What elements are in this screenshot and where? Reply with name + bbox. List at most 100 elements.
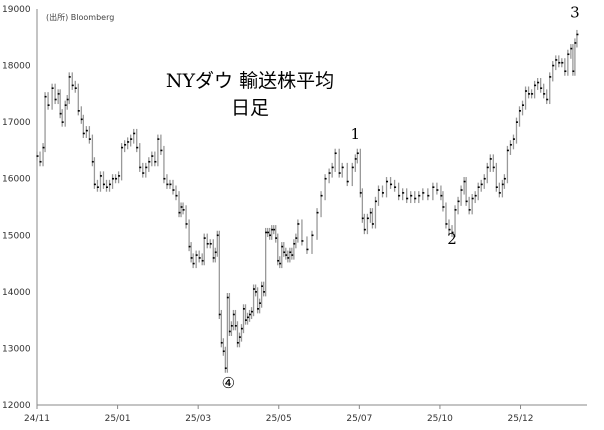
close-tick <box>80 118 83 121</box>
close-tick <box>371 223 374 225</box>
close-tick <box>136 146 139 149</box>
close-tick <box>457 200 460 203</box>
close-tick <box>148 160 151 163</box>
close-tick <box>422 192 425 194</box>
close-tick <box>427 194 430 197</box>
close-tick <box>301 240 304 242</box>
x-tick-label: 25/05 <box>266 414 292 424</box>
close-tick <box>519 110 522 112</box>
close-tick <box>567 53 570 56</box>
close-tick <box>574 42 577 44</box>
x-tick-label: 25/10 <box>427 414 453 424</box>
close-tick <box>160 149 163 152</box>
wave-annotations: 1 2 3 ④ <box>222 3 580 392</box>
close-tick <box>243 308 246 310</box>
chart-subtitle: 日足 <box>230 97 269 119</box>
close-tick <box>297 223 300 225</box>
close-tick <box>311 234 314 237</box>
close-tick <box>238 336 241 338</box>
close-tick <box>93 183 96 186</box>
close-tick <box>47 104 50 106</box>
close-tick <box>503 177 506 180</box>
wave-label: ④ <box>222 374 235 392</box>
close-tick <box>259 302 262 304</box>
close-tick <box>483 177 486 180</box>
close-tick <box>182 209 185 211</box>
close-tick <box>572 70 575 73</box>
close-tick <box>546 98 549 101</box>
y-tick-label: 19000 <box>2 5 31 15</box>
close-tick <box>59 112 62 115</box>
close-tick <box>172 189 175 191</box>
close-tick <box>543 93 546 95</box>
close-tick <box>374 200 377 203</box>
close-tick <box>552 64 555 67</box>
close-tick <box>576 33 579 36</box>
close-tick <box>142 172 145 174</box>
close-tick <box>121 146 124 149</box>
close-tick <box>522 104 525 106</box>
close-tick <box>253 288 256 290</box>
close-tick <box>133 132 136 135</box>
close-tick <box>109 183 112 186</box>
close-tick <box>51 87 54 89</box>
wave-label: 3 <box>570 3 580 21</box>
close-tick <box>178 211 181 214</box>
y-tick-label: 14000 <box>2 288 31 298</box>
close-tick <box>198 257 201 259</box>
close-tick <box>445 223 448 225</box>
close-tick <box>232 313 235 316</box>
close-tick <box>283 251 286 254</box>
close-tick <box>402 192 405 194</box>
y-tick-label: 16000 <box>2 175 31 185</box>
y-tick-label: 15000 <box>2 231 31 241</box>
close-tick <box>74 87 77 89</box>
y-tick-label: 18000 <box>2 62 31 72</box>
close-tick <box>163 177 166 180</box>
close-tick <box>366 217 369 220</box>
close-tick <box>188 245 191 248</box>
close-tick <box>145 166 148 169</box>
close-tick <box>386 180 389 183</box>
close-tick <box>324 177 327 180</box>
close-tick <box>154 160 157 163</box>
close-tick <box>351 166 354 169</box>
close-tick <box>528 93 531 95</box>
close-tick <box>525 90 528 92</box>
close-tick <box>361 217 364 220</box>
close-tick <box>234 325 237 327</box>
chart-title: NYダウ 輸送株平均 <box>165 70 335 92</box>
wave-label: 1 <box>351 125 361 143</box>
close-tick <box>247 316 250 319</box>
close-tick <box>359 192 362 194</box>
close-tick <box>192 262 195 265</box>
x-tick-label: 25/07 <box>346 414 372 424</box>
close-tick <box>477 186 480 188</box>
close-tick <box>261 285 264 287</box>
close-tick <box>561 61 564 64</box>
close-tick <box>42 146 45 149</box>
close-tick <box>195 254 198 256</box>
x-tick-label: 25/03 <box>185 414 211 424</box>
close-tick <box>489 158 492 160</box>
close-tick <box>106 186 109 188</box>
close-tick <box>549 76 552 78</box>
close-tick <box>501 183 504 186</box>
close-tick <box>255 291 258 293</box>
close-tick <box>44 95 47 98</box>
close-tick <box>212 257 215 259</box>
close-tick <box>214 251 217 254</box>
close-tick <box>320 194 323 197</box>
close-tick <box>151 155 154 157</box>
close-tick <box>230 325 233 327</box>
close-tick <box>190 257 193 259</box>
close-tick <box>68 76 71 78</box>
close-tick <box>88 138 91 140</box>
close-tick <box>224 367 227 370</box>
y-tick-label: 13000 <box>2 344 31 354</box>
close-tick <box>185 223 188 225</box>
close-tick <box>281 245 284 248</box>
close-tick <box>273 228 276 231</box>
